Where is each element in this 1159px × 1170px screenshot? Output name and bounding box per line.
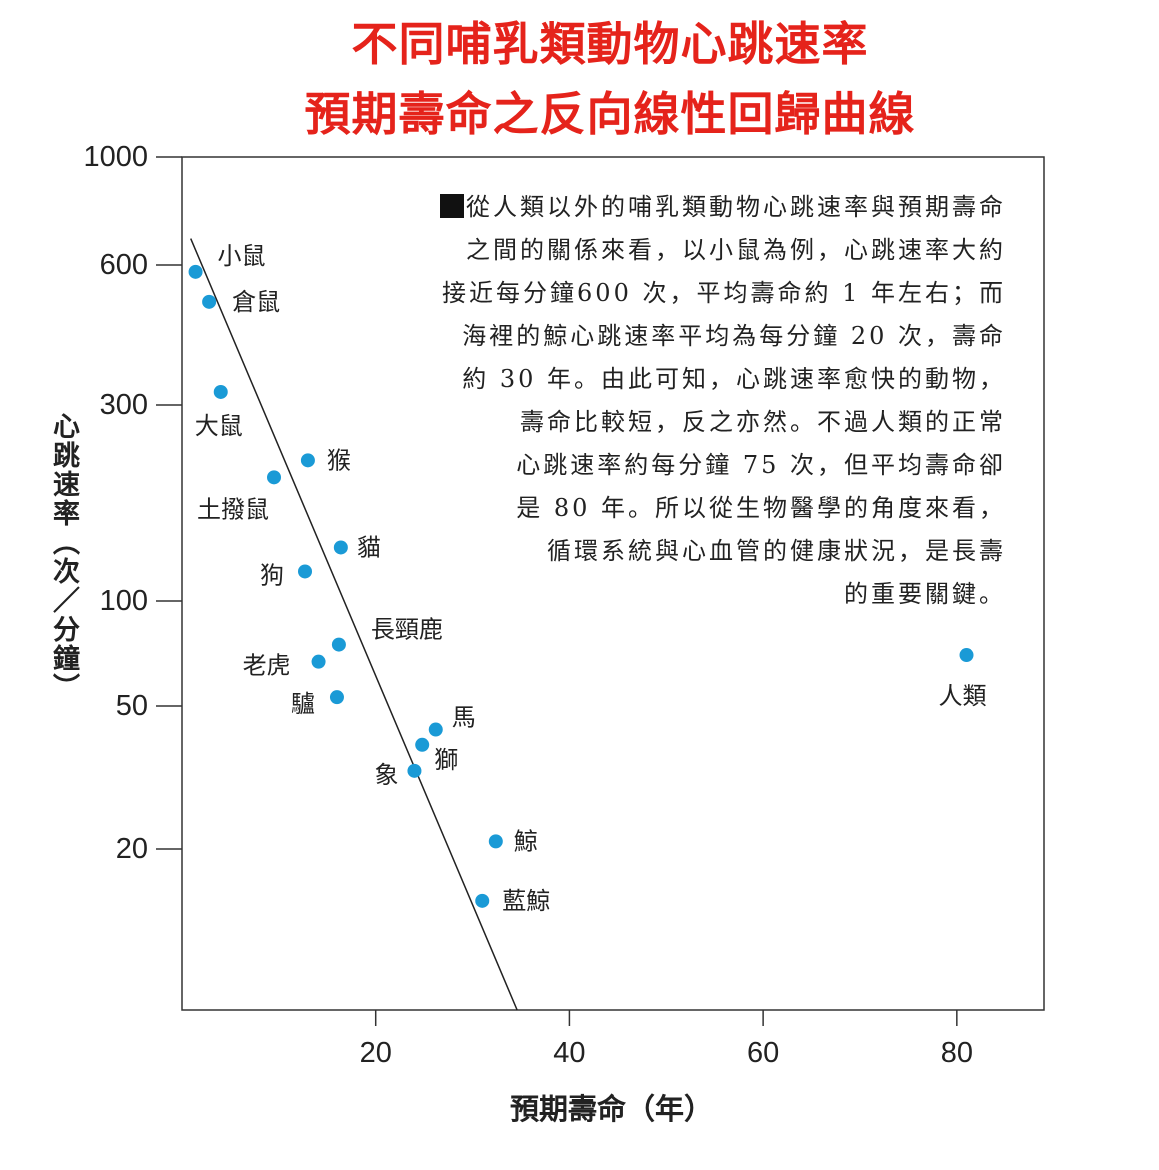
data-point (311, 654, 326, 669)
data-point (331, 637, 346, 652)
data-point (959, 648, 974, 663)
note-line: 約 30 年。由此可知，心跳速率愈快的動物， (462, 365, 1006, 393)
note-line: 海裡的鯨心跳速率平均為每分鐘 20 次，壽命 (462, 322, 1006, 350)
data-point (488, 834, 503, 849)
note-line: 從人類以外的哺乳類動物心跳速率與預期壽命 (340, 186, 1006, 229)
point-label: 老虎 (243, 652, 291, 680)
data-point (428, 722, 443, 737)
x-tick-label: 80 (941, 1037, 973, 1069)
x-tick-label: 20 (360, 1037, 392, 1069)
data-point (202, 294, 217, 309)
point-label: 人類 (939, 682, 987, 710)
point-label: 狗 (260, 561, 284, 589)
x-tick-label: 60 (747, 1037, 779, 1069)
regression-line (190, 238, 518, 1011)
note-line: 的重要關鍵。 (844, 580, 1006, 608)
point-label: 小鼠 (218, 242, 266, 270)
note-line: 壽命比較短，反之亦然。不過人類的正常 (520, 408, 1006, 436)
chart-title-line-1: 不同哺乳類動物心跳速率 (351, 17, 869, 71)
point-label: 藍鯨 (502, 887, 550, 915)
data-point (333, 540, 348, 555)
point-label: 猴 (327, 446, 351, 474)
annotation-text: 從人類以外的哺乳類動物心跳速率與預期壽命 之間的關係來看，以小鼠為例，心跳速率大… (340, 186, 1006, 616)
data-point (188, 264, 203, 279)
note-line: 接近每分鐘600 次，平均壽命約 1 年左右；而 (442, 279, 1006, 307)
x-axis-title: 預期壽命（年） (510, 1092, 714, 1126)
point-label: 馬 (452, 704, 476, 732)
point-label: 倉鼠 (232, 288, 280, 316)
plot-frame (181, 156, 1045, 1011)
point-label: 獅 (434, 746, 458, 774)
data-point (329, 690, 344, 705)
data-point (300, 453, 315, 468)
data-point (407, 763, 422, 778)
data-point (475, 893, 490, 908)
y-tick-label: 1000 (83, 141, 148, 173)
point-label: 貓 (357, 533, 381, 561)
point-label: 大鼠 (195, 412, 243, 440)
note-line: 心跳速率約每分鐘 75 次，但平均壽命卻 (516, 451, 1006, 479)
data-point (298, 564, 313, 579)
point-label: 象 (374, 761, 398, 789)
y-tick-label: 600 (100, 249, 148, 281)
square-bullet-icon (440, 194, 464, 218)
y-tick-label: 20 (116, 833, 148, 865)
y-tick-label: 100 (100, 585, 148, 617)
data-point (415, 737, 430, 752)
data-point (213, 384, 228, 399)
y-tick-label: 300 (100, 389, 148, 421)
note-line: 是 80 年。所以從生物醫學的角度來看， (516, 494, 1006, 522)
note-line: 循環系統與心血管的健康狀況，是長壽 (547, 537, 1006, 565)
data-point (267, 470, 282, 485)
y-tick-label: 50 (116, 690, 148, 722)
point-label: 鯨 (514, 827, 538, 855)
point-label: 土撥鼠 (197, 495, 269, 523)
x-tick-label: 40 (553, 1037, 585, 1069)
note-line: 之間的關係來看，以小鼠為例，心跳速率大約 (466, 236, 1006, 264)
point-label: 驢 (291, 690, 315, 718)
point-label: 長頸鹿 (371, 616, 443, 644)
chart-title-line-2: 預期壽命之反向線性回歸曲線 (304, 87, 916, 141)
y-axis-title: 心跳速率（次／分鐘） (48, 412, 79, 702)
